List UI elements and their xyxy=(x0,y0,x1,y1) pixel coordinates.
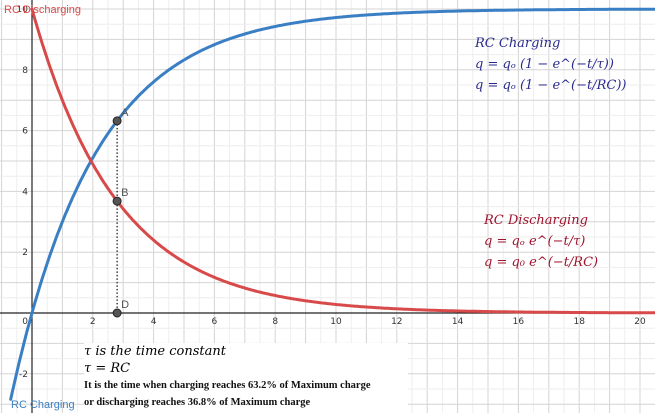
x-tick-label: 18 xyxy=(573,317,585,327)
y-tick-label: -2 xyxy=(19,370,28,380)
y-tick-label: 6 xyxy=(22,127,28,137)
point-label-d: D xyxy=(121,299,129,311)
charging-equation-tau: q = qₒ (1 − e^(−t/τ)) xyxy=(475,57,614,72)
discharging-equation-rc: q = q₀ e^(−t/RC) xyxy=(484,255,599,270)
discharging-title: RC Discharging xyxy=(484,213,588,228)
charging-title: RC Charging xyxy=(475,36,561,51)
x-tick-label: 8 xyxy=(272,317,278,327)
y-tick-label: 2 xyxy=(22,248,28,258)
tau-note-discharging: or discharging reaches 36.8% of Maximum … xyxy=(84,397,311,408)
charging-equations: RC Charging q = qₒ (1 − e^(−t/τ)) q = qₒ… xyxy=(475,33,626,96)
x-tick-label: 4 xyxy=(151,317,157,327)
discharging-equations: RC Discharging q = qₒ e^(−t/τ) q = q₀ e^… xyxy=(484,210,598,273)
charging-curve-label: RC Charging xyxy=(11,399,75,411)
y-tick-label: 10 xyxy=(17,5,29,15)
x-tick-label: 14 xyxy=(452,317,464,327)
x-tick-label: 10 xyxy=(330,317,342,327)
x-tick-label: 6 xyxy=(212,317,218,327)
tick-labels: 2 4 6 8 10 12 14 16 18 20 -2 2 4 6 8 10 0 xyxy=(17,5,646,380)
tau-formula: τ = RC xyxy=(84,361,131,376)
discharging-curve xyxy=(30,7,655,315)
point-label-b: B xyxy=(121,187,128,199)
x-tick-label: 16 xyxy=(513,317,525,327)
charging-equation-rc: q = qₒ (1 − e^(−t/RC)) xyxy=(475,78,627,93)
tau-definition: τ is the time constant xyxy=(84,344,226,359)
point-b xyxy=(112,196,122,206)
time-constant-note: τ is the time constant τ = RC It is the … xyxy=(84,343,408,413)
x-tick-label: 20 xyxy=(634,317,646,327)
x-tick-label: 2 xyxy=(90,317,96,327)
x-tick-label: 12 xyxy=(391,317,402,327)
point-d xyxy=(112,308,122,318)
discharging-curve-label: RC Discharging xyxy=(4,4,81,16)
point-label-a: A xyxy=(121,107,129,119)
tau-note-charging: It is the time when charging reaches 63.… xyxy=(84,380,371,391)
y-tick-label: 8 xyxy=(22,66,28,76)
point-a xyxy=(112,116,122,126)
discharging-equation-tau: q = qₒ e^(−t/τ) xyxy=(484,234,586,249)
origin-tick-label: 0 xyxy=(22,317,28,327)
y-tick-label: 4 xyxy=(22,187,28,197)
points-layer: A B D xyxy=(112,107,129,318)
